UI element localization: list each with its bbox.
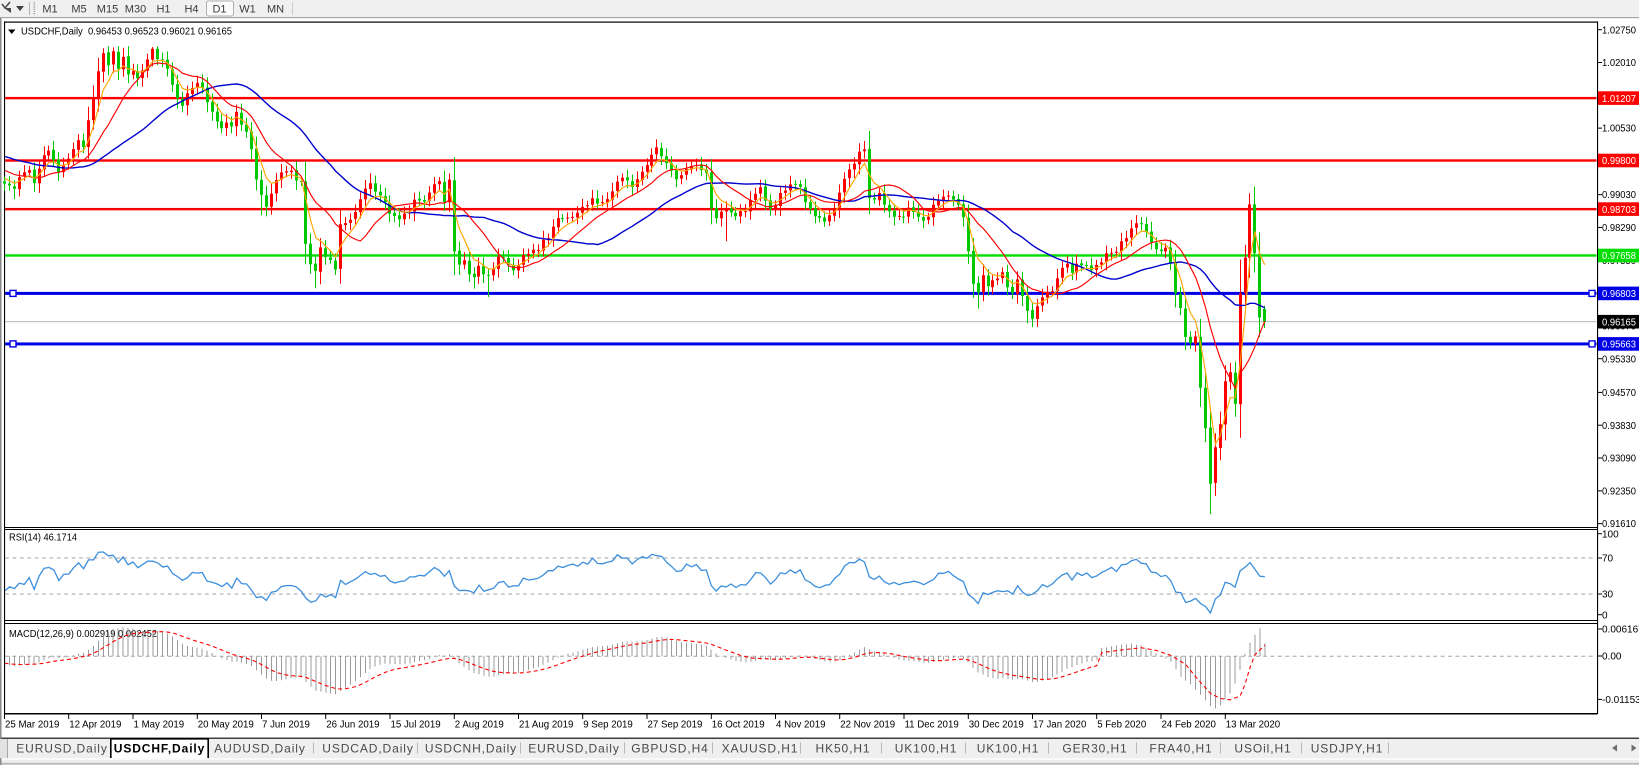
svg-text:-0.011531: -0.011531 xyxy=(1602,695,1639,706)
svg-text:USDJPY,H1: USDJPY,H1 xyxy=(1311,742,1384,756)
svg-text:UK100,H1: UK100,H1 xyxy=(977,742,1040,756)
svg-text:EURUSD,Daily: EURUSD,Daily xyxy=(16,742,107,756)
svg-text:1.02010: 1.02010 xyxy=(1602,58,1636,69)
svg-text:0.99030: 0.99030 xyxy=(1602,190,1636,201)
svg-text:0.99800: 0.99800 xyxy=(1602,156,1636,167)
svg-text:24 Feb 2020: 24 Feb 2020 xyxy=(1162,720,1217,731)
svg-text:0.95663: 0.95663 xyxy=(1602,340,1636,351)
svg-text:30 Dec 2019: 30 Dec 2019 xyxy=(969,720,1024,731)
svg-text:0.96803: 0.96803 xyxy=(1602,289,1636,300)
svg-text:4 Nov 2019: 4 Nov 2019 xyxy=(776,720,826,731)
svg-text:0.93830: 0.93830 xyxy=(1602,421,1636,432)
svg-text:EURUSD,Daily: EURUSD,Daily xyxy=(528,742,619,756)
svg-text:GER30,H1: GER30,H1 xyxy=(1062,742,1127,756)
svg-text:MACD(12,26,9) 0.002919 0.00245: MACD(12,26,9) 0.002919 0.002452 xyxy=(9,629,157,640)
svg-text:2 Aug 2019: 2 Aug 2019 xyxy=(455,720,504,731)
svg-text:15 Jul 2019: 15 Jul 2019 xyxy=(391,720,441,731)
svg-text:USDCHF,Daily: USDCHF,Daily xyxy=(114,742,205,756)
svg-text:0.91610: 0.91610 xyxy=(1602,519,1636,530)
svg-text:GBPUSD,H4: GBPUSD,H4 xyxy=(631,742,708,756)
svg-text:9 Sep 2019: 9 Sep 2019 xyxy=(583,720,633,731)
svg-text:XAUUSD,H1: XAUUSD,H1 xyxy=(722,742,799,756)
svg-text:0.96165: 0.96165 xyxy=(1602,317,1636,328)
svg-text:1 May 2019: 1 May 2019 xyxy=(134,720,185,731)
svg-text:USDCAD,Daily: USDCAD,Daily xyxy=(322,742,413,756)
svg-text:13 Mar 2020: 13 Mar 2020 xyxy=(1226,720,1281,731)
svg-text:22 Nov 2019: 22 Nov 2019 xyxy=(840,720,895,731)
svg-text:26 Jun 2019: 26 Jun 2019 xyxy=(326,720,379,731)
svg-text:H1: H1 xyxy=(156,4,170,16)
svg-text:21 Aug 2019: 21 Aug 2019 xyxy=(519,720,573,731)
svg-text:HK50,H1: HK50,H1 xyxy=(816,742,871,756)
svg-text:20 May 2019: 20 May 2019 xyxy=(198,720,254,731)
svg-text:M5: M5 xyxy=(71,4,86,16)
svg-text:0.95330: 0.95330 xyxy=(1602,354,1636,365)
svg-text:0.00: 0.00 xyxy=(1602,652,1622,663)
svg-text:1.02750: 1.02750 xyxy=(1602,25,1636,36)
svg-text:1.00530: 1.00530 xyxy=(1602,124,1636,135)
svg-text:USOil,H1: USOil,H1 xyxy=(1234,742,1291,756)
svg-text:70: 70 xyxy=(1602,554,1614,565)
svg-text:UK100,H1: UK100,H1 xyxy=(895,742,958,756)
svg-text:7 Jun 2019: 7 Jun 2019 xyxy=(262,720,310,731)
svg-text:12 Apr 2019: 12 Apr 2019 xyxy=(69,720,121,731)
svg-text:0.98290: 0.98290 xyxy=(1602,223,1636,234)
svg-text:AUDUSD,Daily: AUDUSD,Daily xyxy=(214,742,305,756)
svg-text:0: 0 xyxy=(1602,610,1608,621)
svg-text:H4: H4 xyxy=(184,4,198,16)
svg-text:M1: M1 xyxy=(42,4,57,16)
svg-text:RSI(14) 46.1714: RSI(14) 46.1714 xyxy=(9,533,77,544)
svg-text:0.98703: 0.98703 xyxy=(1602,205,1636,216)
svg-text:USDCHF,Daily 0.96453 0.96523: USDCHF,Daily 0.96453 0.96523 0.96021 0.9… xyxy=(21,27,232,38)
svg-text:1.01207: 1.01207 xyxy=(1602,94,1636,105)
svg-text:0.93090: 0.93090 xyxy=(1602,454,1636,465)
svg-text:USDCNH,Daily: USDCNH,Daily xyxy=(425,742,517,756)
svg-text:27 Sep 2019: 27 Sep 2019 xyxy=(648,720,703,731)
svg-text:FRA40,H1: FRA40,H1 xyxy=(1149,742,1212,756)
svg-text:MN: MN xyxy=(267,4,284,16)
svg-text:0.006167: 0.006167 xyxy=(1602,625,1639,636)
svg-text:11 Dec 2019: 11 Dec 2019 xyxy=(905,720,959,731)
svg-text:M15: M15 xyxy=(97,4,118,16)
svg-text:100: 100 xyxy=(1602,529,1619,540)
svg-text:M30: M30 xyxy=(125,4,146,16)
svg-text:30: 30 xyxy=(1602,590,1614,601)
svg-text:25 Mar 2019: 25 Mar 2019 xyxy=(5,720,59,731)
svg-text:16 Oct 2019: 16 Oct 2019 xyxy=(712,720,765,731)
svg-text:0.97658: 0.97658 xyxy=(1602,251,1636,262)
svg-text:0.92350: 0.92350 xyxy=(1602,486,1636,497)
svg-text:0.94570: 0.94570 xyxy=(1602,388,1636,399)
svg-text:D1: D1 xyxy=(212,4,226,16)
svg-text:5 Feb 2020: 5 Feb 2020 xyxy=(1097,720,1147,731)
svg-text:W1: W1 xyxy=(239,4,256,16)
svg-text:17 Jan 2020: 17 Jan 2020 xyxy=(1033,720,1087,731)
